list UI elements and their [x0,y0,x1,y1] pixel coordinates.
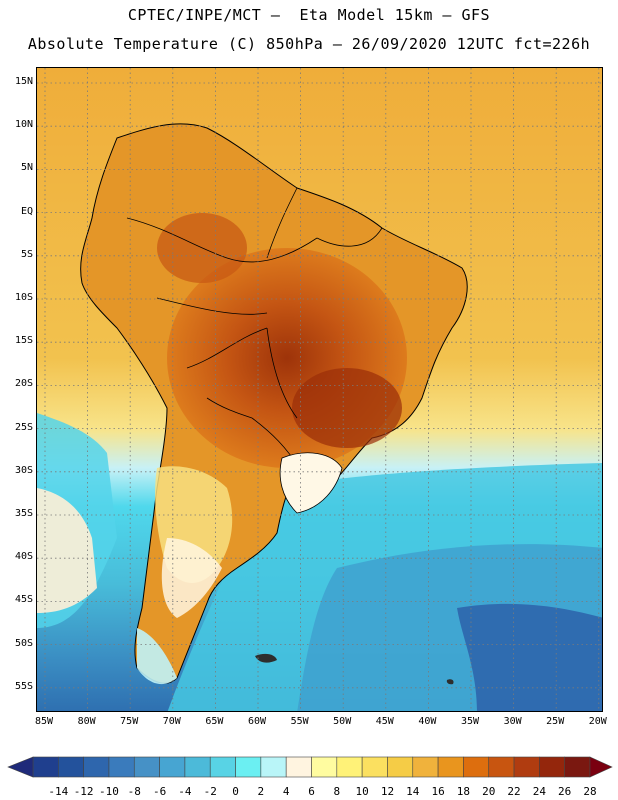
color-swatch [564,756,591,778]
falkland-islands [255,653,277,663]
longitude-label: 40W [418,716,437,727]
color-scale-bar [7,756,613,778]
latitude-label: 5N [20,162,33,174]
color-swatch [58,756,84,778]
colorbar-label: -14 [48,785,69,798]
colorbar-label: 28 [583,785,597,798]
uruguay-region [279,452,343,514]
color-swatch [285,756,312,778]
colorbar-label: 12 [380,785,395,798]
latitude-label: 35S [14,508,33,519]
longitude-label: 85W [34,716,54,727]
latitude-label: 10N [14,119,33,131]
colorbar-label: 8 [333,785,341,798]
color-swatch [311,756,338,778]
color-swatch [463,756,490,778]
color-swatch [235,756,262,778]
longitude-label: 80W [77,716,96,727]
color-swatch [387,756,414,778]
colorbar-label: -12 [73,785,94,798]
colorbar-label: -2 [203,785,217,798]
colorbar-label: -8 [127,785,141,798]
colorbar-label: -4 [178,785,192,798]
colorbar-label: 4 [282,785,290,798]
longitude-label: 30W [503,716,522,727]
hottest-core-region [292,368,402,448]
colorbar-high-arrow [589,756,613,778]
colorbar-label: 0 [232,785,239,798]
atlantic-coldest-region [457,603,602,711]
color-swatch [260,756,287,778]
latitude-label: 55S [14,680,33,692]
south-georgia [446,679,454,685]
color-swatch [513,756,540,778]
country-borders [126,187,383,469]
colorbar-label: 16 [431,785,445,798]
pacific-pale-region [37,488,97,613]
color-swatch [539,756,565,778]
colorbar-low-arrow [7,756,34,778]
latitude-label: 5S [20,248,33,260]
tierra-del-fuego-cool-region [137,628,177,685]
colorbar-label: 26 [558,785,572,798]
longitude-label: 65W [205,716,224,727]
longitude-label: 70W [162,716,181,727]
longitude-label: 20W [588,716,607,727]
colorbar-label: 22 [507,785,521,798]
latitude-label: EQ [20,205,33,217]
color-swatch [336,756,363,778]
colorbar-label: 20 [482,785,496,798]
latitude-label: 30S [14,464,33,476]
latitude-label: 10S [14,292,33,303]
colorbar-label: -10 [99,785,119,798]
chart-title: CPTEC/INPE/MCT – Eta Model 15km – GFS [127,6,491,24]
color-swatch [488,756,515,778]
longitude-label: 55W [290,716,309,727]
longitude-label: 75W [120,716,139,727]
color-swatch [108,756,135,778]
colorbar-label: -6 [152,785,167,798]
map-graticule [37,68,602,711]
color-swatch [184,756,211,778]
color-swatch [361,756,388,778]
latitude-label: 15S [14,335,33,347]
longitude-label: 35W [460,716,480,727]
colorbar-label: 10 [355,785,369,798]
latitude-label: 25S [14,421,33,433]
latitude-label: 40S [14,551,33,563]
longitude-label: 50W [333,716,352,727]
color-swatch [412,756,439,778]
chart-subtitle: Absolute Temperature (C) 850hPa – 26/09/… [27,35,591,53]
colorbar-label: 2 [257,785,265,798]
color-swatch [437,756,464,778]
longitude-label: 25W [546,716,565,727]
longitude-label: 60W [247,716,267,727]
color-swatch [133,756,160,778]
color-swatch [32,756,59,778]
colorbar-label: 6 [308,785,315,798]
longitude-label: 45W [375,716,394,727]
colorbar-label: 14 [406,785,420,798]
colorbar-label: 24 [532,785,546,798]
latitude-label: 15N [14,76,33,87]
map-panel [36,67,603,712]
color-swatch [159,756,186,778]
latitude-label: 50S [14,637,33,649]
color-swatch [83,756,110,778]
latitude-label: 45S [14,594,33,606]
latitude-label: 20S [14,378,33,390]
temperature-map [37,68,602,711]
color-swatch [209,756,236,778]
colorbar-label: 18 [456,785,471,798]
